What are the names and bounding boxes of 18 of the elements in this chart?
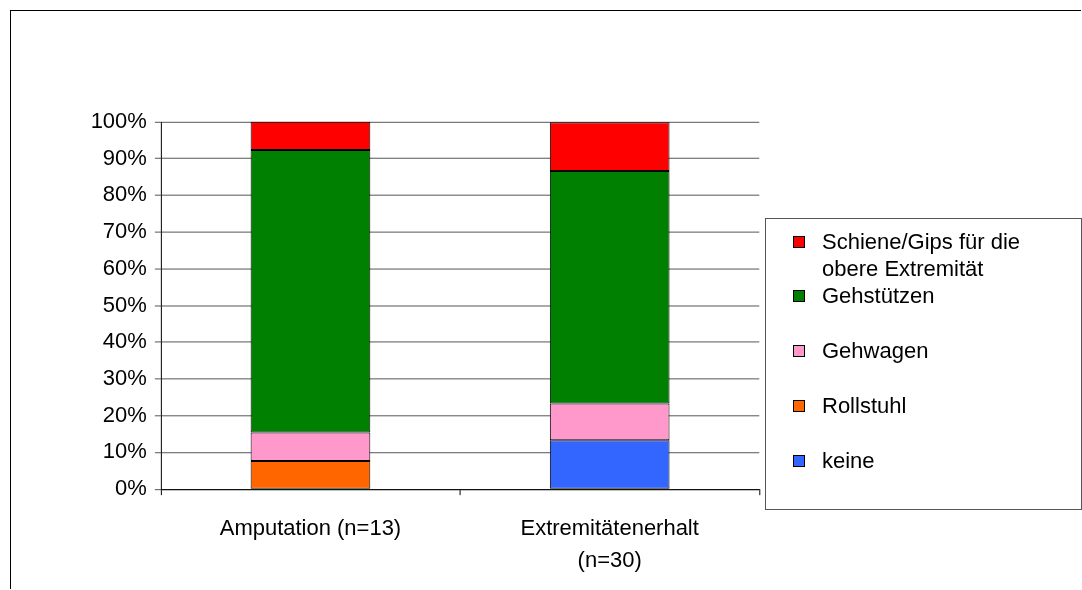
y-tick-label: 60% (102, 254, 147, 280)
y-tick-label: 100% (90, 107, 147, 133)
y-tick-label: 20% (102, 401, 147, 427)
y-tick-label: 10% (102, 438, 147, 464)
y-tick-label: 0% (115, 475, 147, 501)
x-tick-label: Amputation (n=13) (219, 515, 402, 541)
y-tick-label: 80% (102, 181, 147, 207)
legend-label: Gehwagen (822, 337, 929, 364)
legend-label: Rollstuhl (822, 392, 907, 419)
legend-label: Gehstützen (822, 282, 935, 309)
y-tick-label: 70% (102, 218, 147, 244)
legend-label: keine (822, 447, 875, 474)
y-tick-label: 90% (102, 144, 147, 170)
y-tick-label: 40% (102, 328, 147, 354)
legend-label: Schiene/Gips für die obere Extremität (822, 228, 1022, 282)
y-tick-label: 30% (102, 365, 147, 391)
x-tick-label: Extremitätenerhalt (n=30) (520, 515, 699, 572)
y-tick-label: 50% (102, 291, 147, 317)
